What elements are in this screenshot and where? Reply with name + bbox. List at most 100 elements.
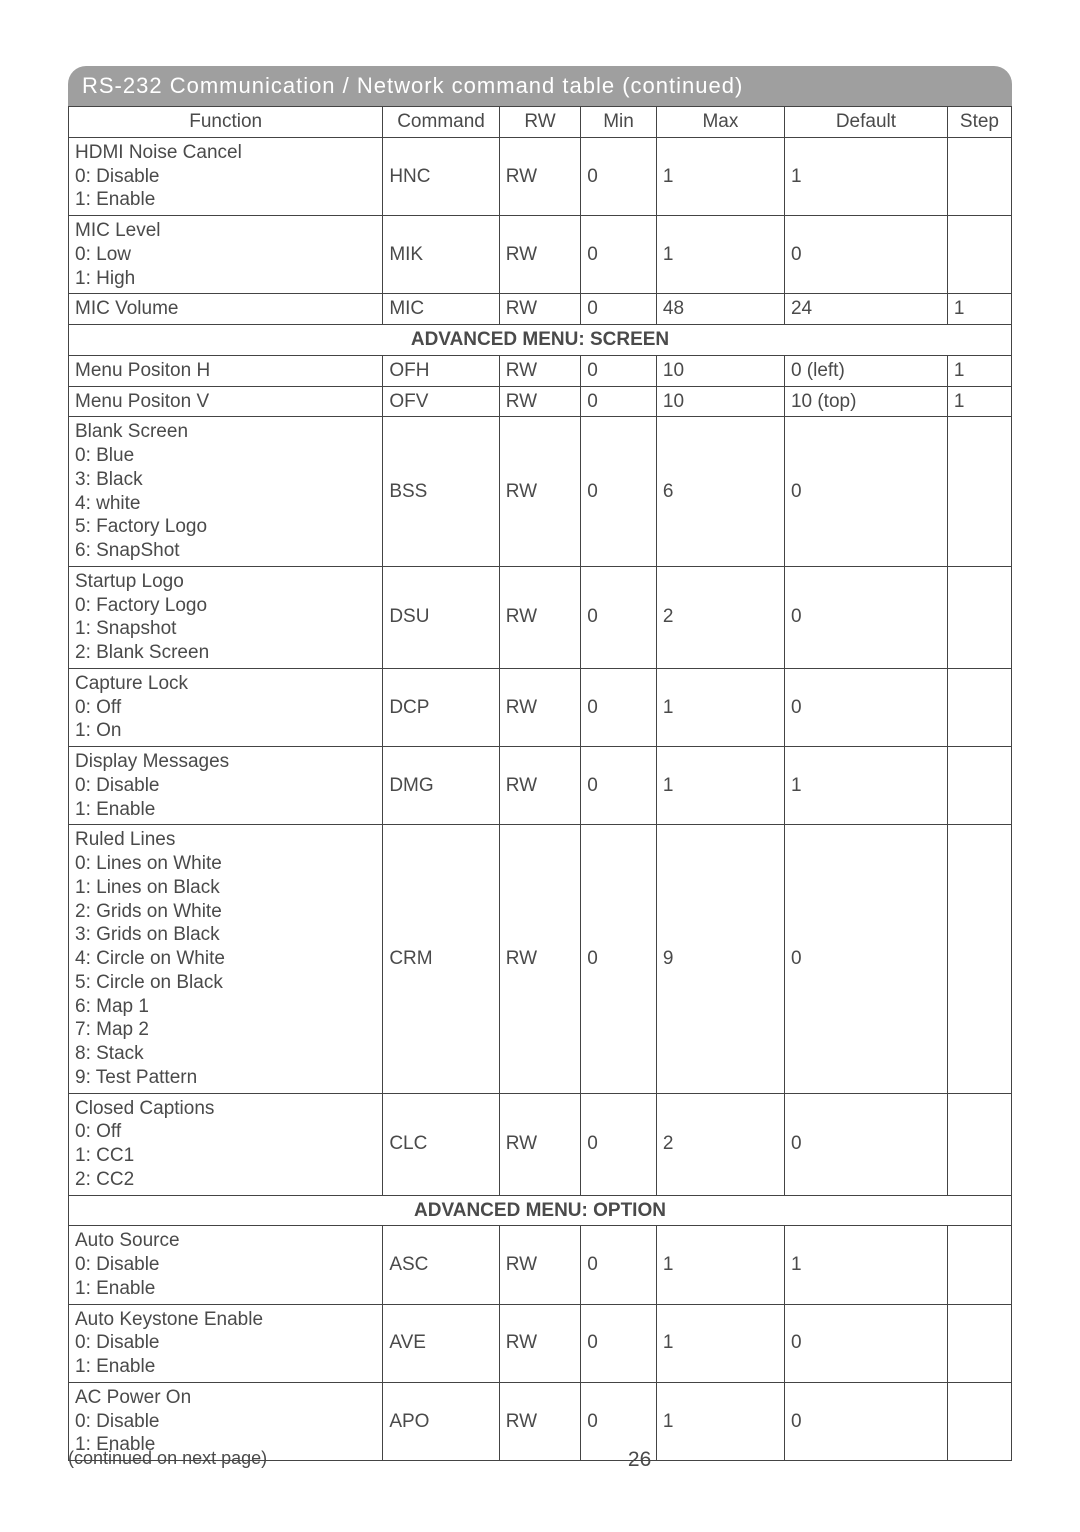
command-table: Function Command RW Min Max Default Step… [68, 106, 1012, 1461]
max-cell: 1 [656, 216, 784, 294]
rw-cell: RW [499, 216, 580, 294]
col-max: Max [656, 107, 784, 138]
table-header-row: Function Command RW Min Max Default Step [69, 107, 1012, 138]
command-cell: OFV [383, 386, 499, 417]
command-cell: OFH [383, 355, 499, 386]
function-text: MIC Volume [75, 297, 376, 321]
max-cell: 6 [656, 417, 784, 567]
step-cell: 1 [947, 386, 1011, 417]
section-header-row: ADVANCED MENU: SCREEN [69, 325, 1012, 356]
max-cell: 2 [656, 1093, 784, 1195]
command-cell: MIK [383, 216, 499, 294]
function-cell: Menu Positon H [69, 355, 383, 386]
section-header-label: ADVANCED MENU: SCREEN [69, 325, 1012, 356]
col-function: Function [69, 107, 383, 138]
max-cell: 1 [656, 747, 784, 825]
min-cell: 0 [581, 216, 657, 294]
step-cell [947, 137, 1011, 215]
function-text: Auto Keystone Enable 0: Disable 1: Enabl… [75, 1308, 376, 1379]
table-row: Display Messages 0: Disable 1: EnableDMG… [69, 747, 1012, 825]
table-row: Ruled Lines 0: Lines on White 1: Lines o… [69, 825, 1012, 1093]
table-row: Capture Lock 0: Off 1: OnDCPRW010 [69, 668, 1012, 746]
function-cell: Menu Positon V [69, 386, 383, 417]
table-row: Blank Screen 0: Blue 3: Black 4: white 5… [69, 417, 1012, 567]
min-cell: 0 [581, 355, 657, 386]
table-body: HDMI Noise Cancel 0: Disable 1: EnableHN… [69, 137, 1012, 1460]
col-default: Default [784, 107, 947, 138]
min-cell: 0 [581, 417, 657, 567]
function-text: Closed Captions 0: Off 1: CC1 2: CC2 [75, 1097, 376, 1192]
function-cell: Capture Lock 0: Off 1: On [69, 668, 383, 746]
function-cell: Closed Captions 0: Off 1: CC1 2: CC2 [69, 1093, 383, 1195]
function-text: Auto Source 0: Disable 1: Enable [75, 1229, 376, 1300]
rw-cell: RW [499, 1093, 580, 1195]
section-header-row: ADVANCED MENU: OPTION [69, 1195, 1012, 1226]
max-cell: 9 [656, 825, 784, 1093]
step-cell [947, 1304, 1011, 1382]
col-command: Command [383, 107, 499, 138]
col-min: Min [581, 107, 657, 138]
max-cell: 1 [656, 1226, 784, 1304]
min-cell: 0 [581, 137, 657, 215]
command-cell: ASC [383, 1226, 499, 1304]
default-cell: 24 [784, 294, 947, 325]
command-cell: MIC [383, 294, 499, 325]
function-text: Menu Positon H [75, 359, 376, 383]
max-cell: 10 [656, 386, 784, 417]
default-cell: 1 [784, 747, 947, 825]
default-cell: 1 [784, 137, 947, 215]
banner-title: RS-232 Communication / Network command t… [82, 73, 743, 98]
table-row: Menu Positon HOFHRW0100 (left)1 [69, 355, 1012, 386]
function-text: Ruled Lines 0: Lines on White 1: Lines o… [75, 828, 376, 1089]
table-row: Closed Captions 0: Off 1: CC1 2: CC2CLCR… [69, 1093, 1012, 1195]
rw-cell: RW [499, 417, 580, 567]
step-cell [947, 1093, 1011, 1195]
function-text: AC Power On 0: Disable 1: Enable [75, 1386, 376, 1457]
min-cell: 0 [581, 1226, 657, 1304]
step-cell [947, 825, 1011, 1093]
function-text: HDMI Noise Cancel 0: Disable 1: Enable [75, 141, 376, 212]
col-rw: RW [499, 107, 580, 138]
step-cell [947, 668, 1011, 746]
step-cell [947, 216, 1011, 294]
function-cell: Auto Keystone Enable 0: Disable 1: Enabl… [69, 1304, 383, 1382]
default-cell: 0 (left) [784, 355, 947, 386]
function-cell: MIC Volume [69, 294, 383, 325]
command-cell: DCP [383, 668, 499, 746]
rw-cell: RW [499, 566, 580, 668]
function-text: Capture Lock 0: Off 1: On [75, 672, 376, 743]
function-text: Display Messages 0: Disable 1: Enable [75, 750, 376, 821]
max-cell: 10 [656, 355, 784, 386]
function-cell: Startup Logo 0: Factory Logo 1: Snapshot… [69, 566, 383, 668]
command-cell: CLC [383, 1093, 499, 1195]
step-cell [947, 417, 1011, 567]
continued-label: (continued on next page) [68, 1448, 267, 1469]
default-cell: 0 [784, 825, 947, 1093]
col-step: Step [947, 107, 1011, 138]
document-page: RS-232 Communication / Network command t… [0, 0, 1080, 1532]
max-cell: 2 [656, 566, 784, 668]
function-cell: HDMI Noise Cancel 0: Disable 1: Enable [69, 137, 383, 215]
rw-cell: RW [499, 1304, 580, 1382]
default-cell: 0 [784, 1304, 947, 1382]
rw-cell: RW [499, 668, 580, 746]
command-cell: AVE [383, 1304, 499, 1382]
min-cell: 0 [581, 825, 657, 1093]
function-cell: Display Messages 0: Disable 1: Enable [69, 747, 383, 825]
max-cell: 1 [656, 1304, 784, 1382]
rw-cell: RW [499, 294, 580, 325]
table-row: HDMI Noise Cancel 0: Disable 1: EnableHN… [69, 137, 1012, 215]
min-cell: 0 [581, 294, 657, 325]
table-row: Auto Source 0: Disable 1: EnableASCRW011 [69, 1226, 1012, 1304]
function-text: Blank Screen 0: Blue 3: Black 4: white 5… [75, 420, 376, 563]
function-text: Menu Positon V [75, 390, 376, 414]
table-row: MIC Level 0: Low 1: HighMIKRW010 [69, 216, 1012, 294]
command-cell: HNC [383, 137, 499, 215]
function-cell: Auto Source 0: Disable 1: Enable [69, 1226, 383, 1304]
default-cell: 0 [784, 566, 947, 668]
min-cell: 0 [581, 1304, 657, 1382]
min-cell: 0 [581, 668, 657, 746]
function-text: MIC Level 0: Low 1: High [75, 219, 376, 290]
command-cell: CRM [383, 825, 499, 1093]
section-header-label: ADVANCED MENU: OPTION [69, 1195, 1012, 1226]
